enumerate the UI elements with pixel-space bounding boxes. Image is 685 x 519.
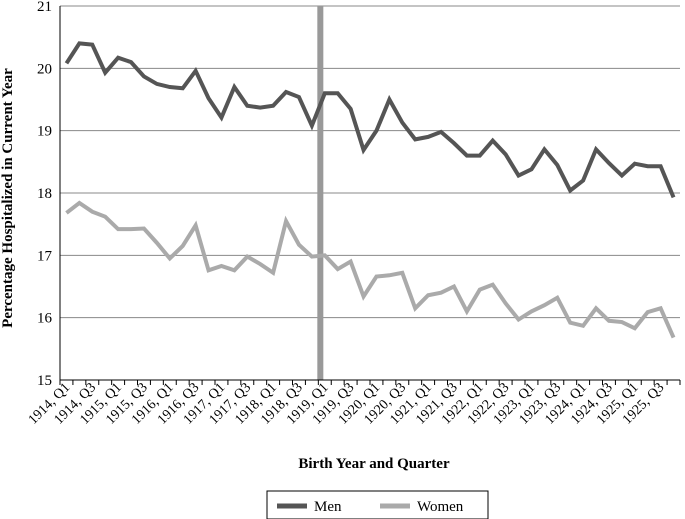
x-axis-title: Birth Year and Quarter [298,456,450,472]
series-layer [64,41,676,339]
series-line-women [65,200,676,339]
legend-label-men: Men [314,499,342,515]
legend: Men Women [266,490,489,519]
y-tick-label: 15 [37,373,52,389]
y-tick-label: 21 [37,0,52,15]
series-line-men [64,41,676,199]
legend-label-women: Women [417,499,464,515]
y-axis-title: Percentage Hospitalized in Current Year [0,68,16,328]
y-tick-label: 17 [37,248,53,264]
y-tick-label: 20 [37,61,52,77]
gridlines [60,5,680,319]
y-tick-label: 18 [37,186,52,202]
y-tick-labels: 15 16 17 18 19 20 21 [37,0,53,389]
axes [59,6,681,385]
y-tick-label: 16 [37,311,53,327]
y-tick-label: 19 [37,124,52,140]
